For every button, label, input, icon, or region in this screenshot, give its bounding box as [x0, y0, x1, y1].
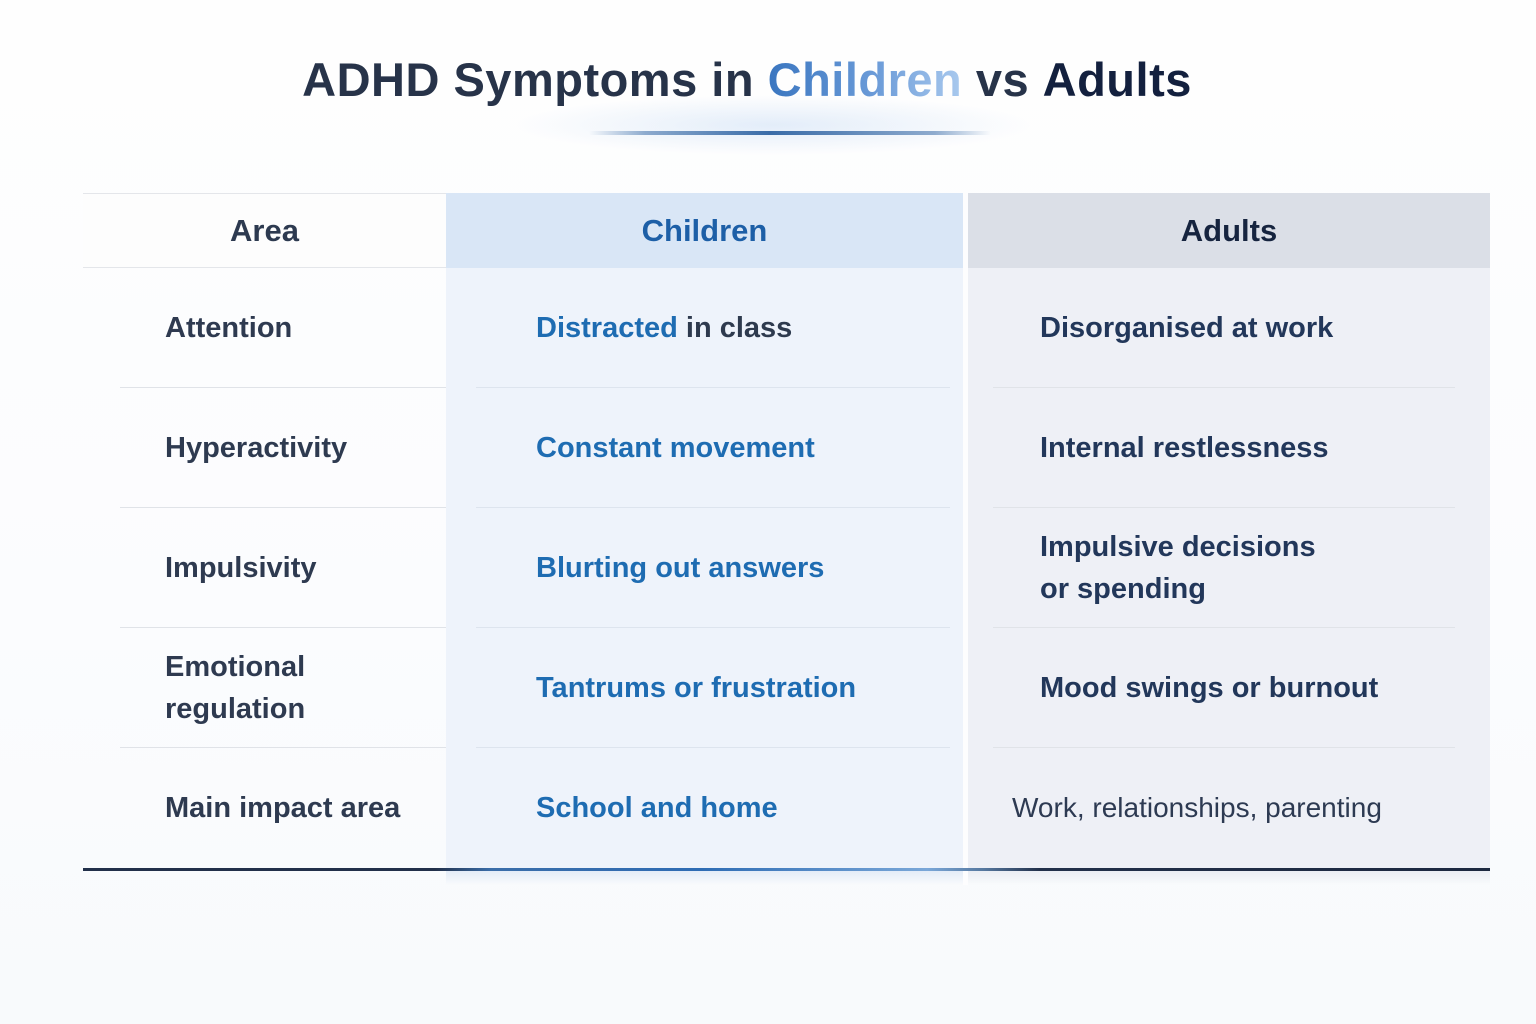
title-children-word: Children	[767, 53, 963, 106]
adults-cell: Work, relationships, parenting	[968, 748, 1490, 868]
area-cell: Hyperactivity	[83, 388, 446, 508]
title-underline	[589, 131, 991, 135]
area-label: Main impact area	[165, 791, 401, 824]
area-cell: Impulsivity	[83, 508, 446, 628]
area-label: Emotional regulation	[165, 650, 306, 725]
comparison-table: Area Children Adults Attention Distracte…	[83, 193, 1490, 885]
table-column-fade	[83, 871, 1490, 885]
children-cell: Constant movement	[446, 388, 968, 508]
children-value: Tantrums or frustration	[536, 672, 856, 705]
adults-value: Mood swings or burnout	[1040, 671, 1379, 704]
area-cell: Attention	[83, 268, 446, 388]
table-bottom-rule	[83, 868, 1490, 871]
area-cell: Main impact area	[83, 748, 446, 868]
header-cell-children: Children	[446, 193, 968, 268]
area-cell: Emotional regulation	[83, 628, 446, 748]
header-label-children: Children	[641, 212, 768, 248]
adults-cell: Internal restlessness	[968, 388, 1490, 508]
adults-value: Work, relationships, parenting	[1012, 791, 1382, 823]
page-title: ADHD Symptoms in Children vs Adults	[0, 52, 1515, 108]
adults-value: Impulsive decisions or spending	[1040, 530, 1316, 605]
children-cell: School and home	[446, 748, 968, 868]
table-row-attention: Attention Distracted in class Disorganis…	[83, 268, 1490, 388]
title-heading: ADHD Symptoms in Children vs Adults	[0, 52, 1515, 108]
title-adults-word: Adults	[1042, 53, 1192, 106]
children-value-highlight: Constant movement	[536, 431, 815, 464]
header-cell-adults: Adults	[968, 193, 1490, 268]
adults-value: Internal restlessness	[1040, 431, 1329, 464]
children-value-highlight: Tantrums or frustration	[536, 671, 857, 704]
adults-value: Disorganised at work	[1040, 311, 1334, 344]
table-row-impulsivity: Impulsivity Blurting out answers Impulsi…	[83, 508, 1490, 628]
title-prefix: ADHD Symptoms in	[302, 53, 755, 106]
area-label: Hyperactivity	[165, 431, 348, 464]
children-value: Blurting out answers	[536, 552, 824, 585]
header-label-adults: Adults	[1180, 212, 1278, 248]
title-vs-word: vs	[975, 53, 1030, 106]
adults-cell: Disorganised at work	[968, 268, 1490, 388]
children-value-highlight: School and home	[536, 791, 778, 824]
children-cell: Tantrums or frustration	[446, 628, 968, 748]
children-value-highlight: Blurting out answers	[536, 551, 825, 584]
table-row-hyperactivity: Hyperactivity Constant movement Internal…	[83, 388, 1490, 508]
table-header-row: Area Children Adults	[83, 193, 1490, 268]
children-value-highlight: Distracted	[536, 311, 678, 344]
adults-cell: Impulsive decisions or spending	[968, 508, 1490, 628]
table-row-emotional-regulation: Emotional regulation Tantrums or frustra…	[83, 628, 1490, 748]
header-cell-area: Area	[83, 193, 446, 268]
header-label-area: Area	[230, 212, 299, 248]
children-value-rest: in class	[677, 311, 793, 344]
area-label: Attention	[165, 311, 293, 344]
children-cell: Blurting out answers	[446, 508, 968, 628]
children-value: Constant movement	[536, 432, 815, 465]
adults-cell: Mood swings or burnout	[968, 628, 1490, 748]
children-cell: Distracted in class	[446, 268, 968, 388]
table-row-main-impact-area: Main impact area School and home Work, r…	[83, 748, 1490, 868]
children-value: Distracted in class	[536, 312, 792, 345]
children-value: School and home	[536, 792, 778, 825]
area-label: Impulsivity	[165, 551, 317, 584]
